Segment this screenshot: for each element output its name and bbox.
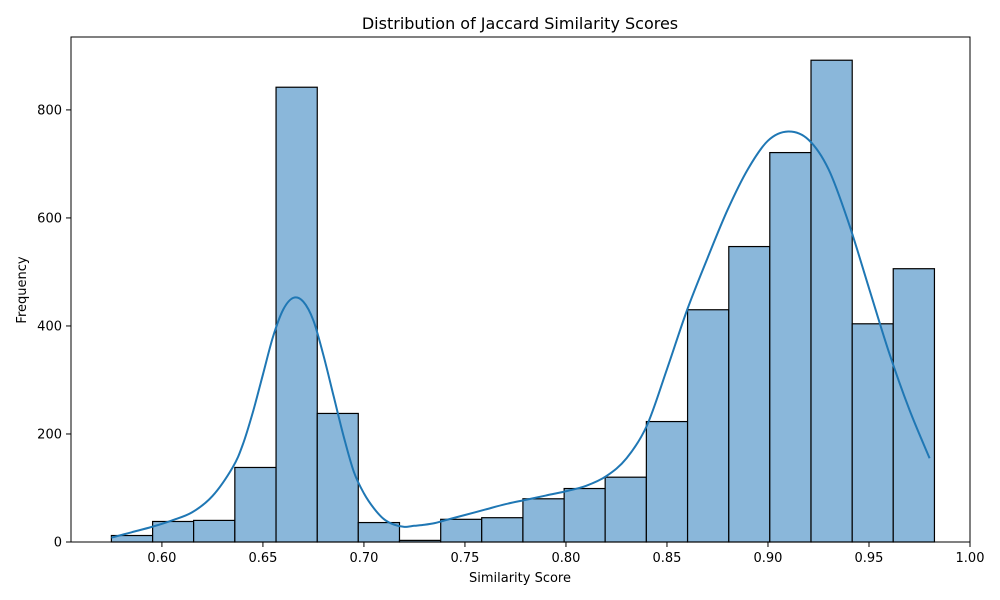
y-tick-label-3: 600 bbox=[37, 211, 62, 226]
histogram-bar-3 bbox=[234, 466, 277, 543]
histogram-bar-8 bbox=[440, 518, 483, 543]
x-tick-label-4: 0.80 bbox=[551, 551, 580, 566]
x-tick-label-1: 0.65 bbox=[248, 551, 277, 566]
histogram-bar-15 bbox=[728, 245, 771, 543]
x-axis: 0.60 0.65 0.70 0.75 0.80 0.85 0.90 0.95 1.00 bbox=[147, 542, 984, 566]
histogram-bar-13 bbox=[645, 420, 689, 543]
y-tick-label-4: 800 bbox=[37, 103, 62, 118]
histogram-bar-6 bbox=[357, 521, 401, 543]
histogram-bar-11 bbox=[563, 487, 606, 543]
bars-layer bbox=[110, 59, 936, 543]
x-tick-label-2: 0.70 bbox=[349, 551, 378, 566]
chart-title: Distribution of Jaccard Similarity Score… bbox=[362, 14, 678, 33]
kde-layer bbox=[111, 130, 931, 539]
histogram-bar-10 bbox=[522, 498, 565, 543]
y-tick-label-1: 200 bbox=[37, 427, 62, 442]
y-tick-label-0: 0 bbox=[54, 536, 62, 551]
plot-frame bbox=[70, 36, 971, 543]
histogram-bar-19 bbox=[892, 268, 936, 543]
histogram-bar-2 bbox=[193, 519, 236, 543]
y-axis: 0 200 400 600 800 bbox=[37, 103, 71, 551]
x-tick-label-6: 0.90 bbox=[754, 551, 783, 566]
x-tick-label-3: 0.75 bbox=[450, 551, 479, 566]
histogram-bar-5 bbox=[316, 412, 359, 543]
x-axis-title: Similarity Score bbox=[469, 571, 571, 586]
histogram-bar-9 bbox=[481, 517, 524, 543]
histogram-bar-16 bbox=[769, 151, 812, 543]
x-tick-label-5: 0.85 bbox=[652, 551, 681, 566]
y-tick-label-2: 400 bbox=[37, 319, 62, 334]
histogram-bar-18 bbox=[851, 323, 894, 543]
x-tick-label-8: 1.00 bbox=[956, 551, 985, 566]
histogram-bar-17 bbox=[810, 59, 853, 543]
histogram-bar-12 bbox=[604, 476, 647, 543]
x-tick-label-7: 0.95 bbox=[855, 551, 884, 566]
kde-curve bbox=[111, 130, 931, 539]
x-tick-label-0: 0.60 bbox=[147, 551, 176, 566]
histogram-bar-14 bbox=[686, 309, 730, 543]
y-axis-title: Frequency bbox=[15, 256, 30, 323]
